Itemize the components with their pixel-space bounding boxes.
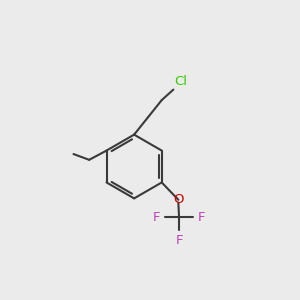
Text: F: F xyxy=(175,234,183,247)
Text: F: F xyxy=(153,211,160,224)
Text: F: F xyxy=(198,211,206,224)
Text: O: O xyxy=(173,193,184,206)
Text: Cl: Cl xyxy=(175,75,188,88)
